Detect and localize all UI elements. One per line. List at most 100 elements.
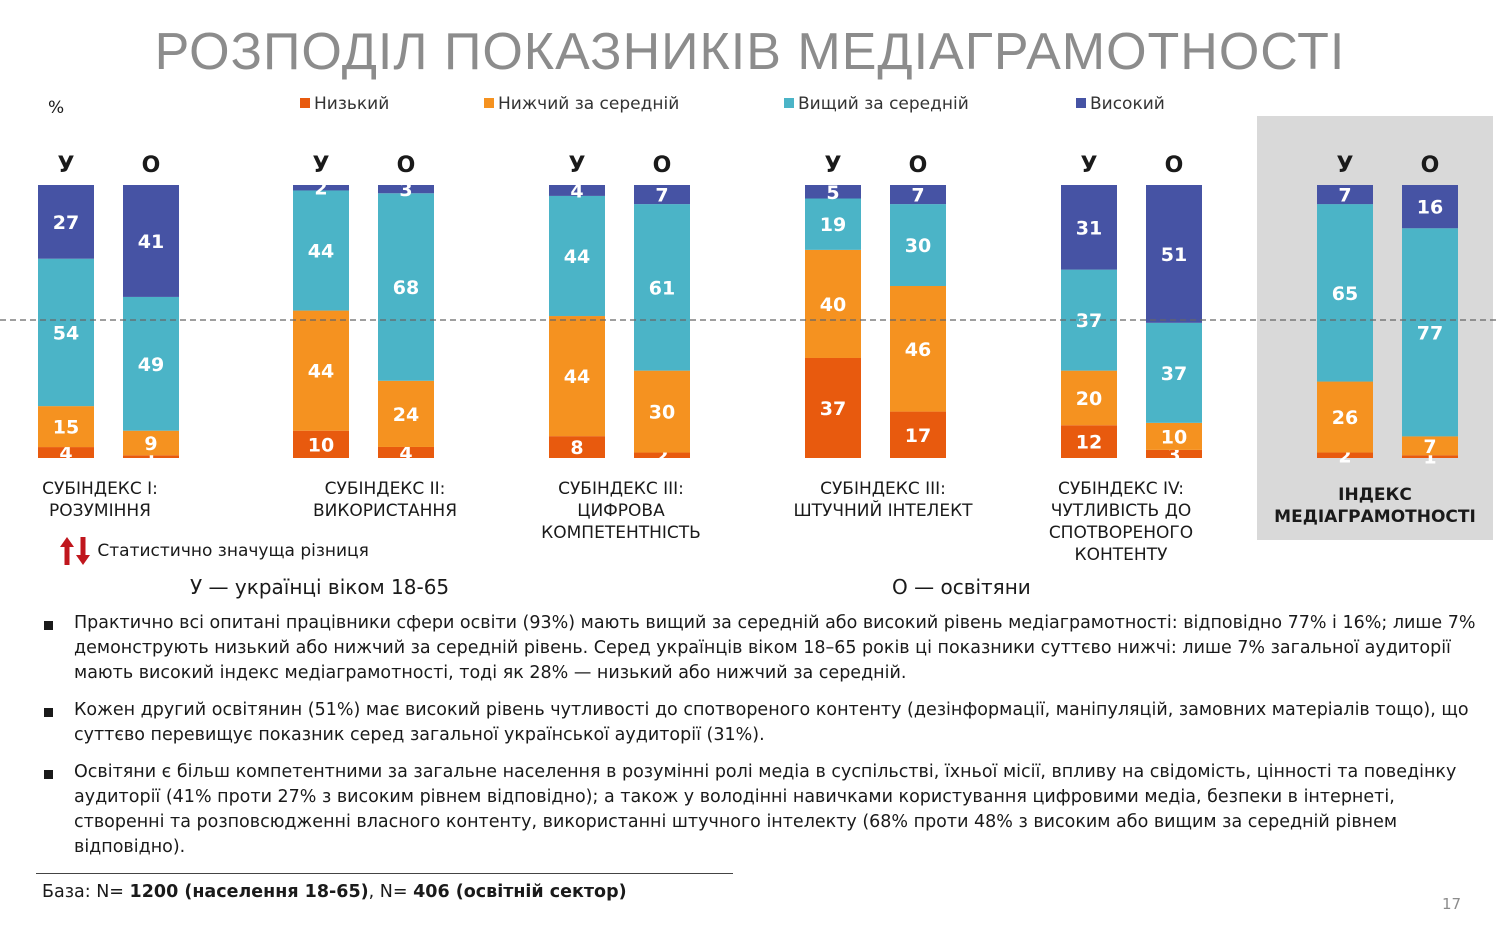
bar-value-label: 7: [1423, 436, 1436, 458]
bar-value-label: 19: [820, 214, 846, 236]
bar-value-label: 41: [138, 231, 164, 253]
bar-segment-high: [549, 185, 605, 196]
bar-segment-low: [1317, 452, 1373, 458]
bar-code-label: О: [142, 153, 161, 178]
bar-value-label: 5: [826, 182, 839, 204]
group-label-subindex-3: СУБІНДЕКС ІІІ: ЦИФРОВА КОМПЕТЕНТНІСТЬ: [541, 479, 701, 543]
bar-segment-above: [293, 190, 349, 311]
bar-segment-high: [123, 185, 179, 297]
bar-code-label: О: [1165, 153, 1184, 178]
bar-value-label: 65: [1332, 283, 1358, 305]
bar-value-label: 7: [911, 185, 924, 207]
bar-value-label: 51: [1161, 244, 1187, 266]
bar-value-label: 54: [53, 322, 79, 344]
note-text: Практично всі опитані працівники сфери о…: [74, 613, 1476, 683]
bar-segment-below: [1061, 370, 1117, 426]
legend: Низький Нижчий за середній Вищий за сере…: [0, 94, 1500, 118]
bar-value-label: 27: [53, 212, 79, 234]
bar-code-label: О: [909, 153, 928, 178]
note-item: Практично всі опитані працівники сфери о…: [42, 611, 1482, 686]
bar-segment-high: [1146, 185, 1202, 323]
page-title: РОЗПОДІЛ ПОКАЗНИКІВ МЕДІАГРАМОТНОСТІ: [154, 23, 1346, 81]
bar-value-label: 30: [649, 402, 675, 424]
bar-segment-above: [634, 204, 690, 371]
bar-segment-high: [890, 185, 946, 205]
bar-value-label: 61: [649, 277, 675, 299]
bar-segment-low: [1402, 455, 1458, 458]
bar-value-label: 49: [138, 354, 164, 376]
bar-segment-below: [38, 406, 94, 448]
bar-segment-low: [378, 446, 434, 458]
base-prefix: База: N=: [42, 882, 130, 902]
bar-segment-below: [293, 310, 349, 431]
base-n2: 406 (освітній сектор): [413, 882, 627, 902]
bar-value-label: 2: [314, 178, 327, 200]
bar-segment-below: [1317, 381, 1373, 453]
bar-value-label: 44: [308, 241, 334, 263]
bar-segment-above: [38, 258, 94, 407]
note-item: Кожен другий освітянин (51%) має високий…: [42, 698, 1482, 748]
bar-segment-low: [805, 357, 861, 458]
legend-label-above: Вищий за середній: [798, 94, 969, 114]
legend-item-high: Високий: [1076, 94, 1165, 114]
bar-code-label: У: [569, 153, 586, 178]
bar-code-label: У: [313, 153, 330, 178]
bar-value-label: 37: [820, 398, 846, 420]
bar-segment-below: [1402, 436, 1458, 456]
legend-label-low: Низький: [314, 94, 390, 114]
bar-value-label: 37: [1161, 363, 1187, 385]
bar-segment-high: [1402, 185, 1458, 229]
bar-value-label: 7: [1338, 185, 1351, 207]
group-label-subindex-2: СУБІНДЕКС ІІ: ВИКОРИСТАННЯ: [312, 479, 458, 521]
bar-segment-low: [38, 447, 94, 458]
abbr-ukrainians: У — українці віком 18-65: [190, 575, 450, 599]
significance-label: Статистично значуща різниця: [97, 541, 369, 561]
bar-segment-above: [549, 195, 605, 317]
bar-segment-above: [1317, 204, 1373, 382]
bar-value-label: 8: [570, 437, 583, 459]
bar-value-label: 9: [144, 433, 157, 455]
bar-code-label: О: [1421, 153, 1440, 178]
bar-segment-low: [890, 411, 946, 458]
bar-segment-low: [1061, 425, 1117, 458]
legend-label-below: Нижчий за середній: [498, 94, 680, 114]
bar-value-label: 16: [1417, 197, 1443, 219]
bar-code-label: У: [1337, 153, 1354, 178]
bar-code-label: О: [397, 153, 416, 178]
bar-value-label: 20: [1076, 388, 1102, 410]
bar-value-label: 46: [905, 339, 931, 361]
bar-value-label: 12: [1076, 432, 1102, 454]
legend-swatch-above: [784, 98, 794, 108]
bar-segment-low: [123, 455, 179, 458]
bar-code-label: О: [653, 153, 672, 178]
page-number: 17: [1442, 895, 1462, 913]
bar-value-label: 26: [1332, 407, 1358, 429]
bar-segment-above: [378, 193, 434, 381]
sample-base: База: N= 1200 (населення 18-65), N= 406 …: [42, 882, 627, 902]
significance-legend: Статистично значуща різниця: [58, 536, 369, 566]
bar-value-label: 68: [393, 277, 419, 299]
bar-value-label: 44: [564, 366, 590, 388]
bar-value-label: 4: [570, 180, 583, 202]
bar-segment-below: [378, 380, 434, 447]
bar-segment-low: [549, 436, 605, 458]
bar-value-label: 44: [308, 361, 334, 383]
bar-segment-below: [1146, 422, 1202, 450]
bar-code-label: У: [1081, 153, 1098, 178]
bullet-icon: [44, 708, 53, 717]
group-label-subindex-4: СУБІНДЕКС IV: ЧУТЛИВІСТЬ ДО СПОТВОРЕНОГО КО…: [1048, 479, 1194, 565]
legend-swatch-low: [300, 98, 310, 108]
bar-segment-below: [123, 430, 179, 456]
bar-value-label: 3: [399, 179, 412, 201]
group-label-index: ІНДЕКС МЕДІАГРАМОТНОСТІ: [1274, 485, 1476, 527]
bar-value-label: 24: [393, 404, 419, 426]
legend-swatch-below: [484, 98, 494, 108]
bar-value-label: 31: [1076, 217, 1102, 239]
bar-segment-high: [805, 185, 861, 199]
legend-item-above: Вищий за середній: [784, 94, 969, 114]
bar-value-label: 30: [905, 235, 931, 257]
bar-segment-high: [378, 185, 434, 194]
bar-code-label: У: [825, 153, 842, 178]
base-n1: 1200 (населення 18-65): [129, 882, 369, 902]
bar-segment-high: [293, 185, 349, 191]
